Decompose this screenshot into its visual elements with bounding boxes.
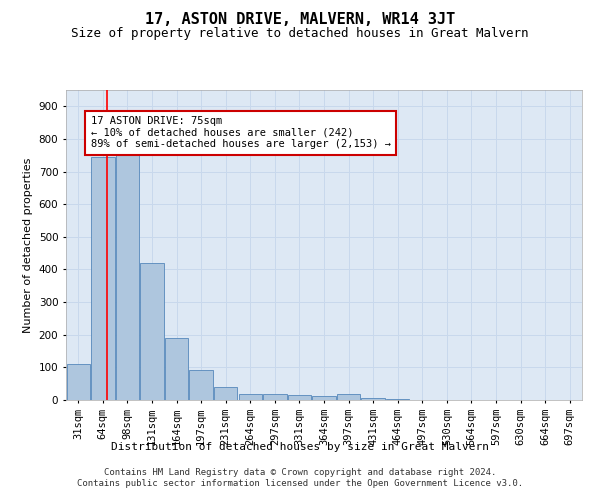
Bar	[190, 370, 213, 400]
Bar	[165, 338, 188, 400]
Text: Contains HM Land Registry data © Crown copyright and database right 2024.
Contai: Contains HM Land Registry data © Crown c…	[77, 468, 523, 487]
Bar	[313, 396, 335, 400]
Bar	[214, 387, 238, 400]
Bar	[263, 394, 287, 400]
Bar	[67, 364, 90, 400]
Text: Distribution of detached houses by size in Great Malvern: Distribution of detached houses by size …	[111, 442, 489, 452]
Bar	[116, 156, 139, 400]
Bar	[91, 157, 115, 400]
Text: 17, ASTON DRIVE, MALVERN, WR14 3JT: 17, ASTON DRIVE, MALVERN, WR14 3JT	[145, 12, 455, 28]
Bar	[361, 398, 385, 400]
Text: 17 ASTON DRIVE: 75sqm
← 10% of detached houses are smaller (242)
89% of semi-det: 17 ASTON DRIVE: 75sqm ← 10% of detached …	[91, 116, 391, 150]
Bar	[239, 394, 262, 400]
Text: Size of property relative to detached houses in Great Malvern: Size of property relative to detached ho…	[71, 28, 529, 40]
Bar	[337, 394, 360, 400]
Bar	[288, 396, 311, 400]
Bar	[140, 263, 164, 400]
Y-axis label: Number of detached properties: Number of detached properties	[23, 158, 33, 332]
